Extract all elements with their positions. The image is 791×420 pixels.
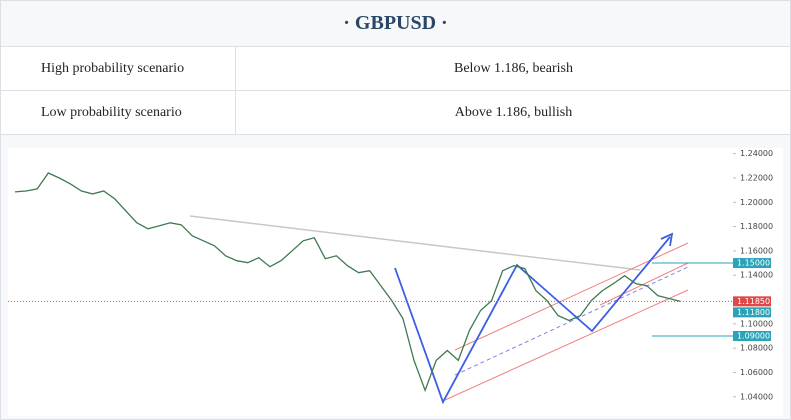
y-tick-label: 1.10000: [740, 319, 773, 328]
drawings: [189, 215, 689, 405]
table-cell: Low probability scenario: [1, 91, 236, 134]
y-tick-label: 1.16000: [740, 246, 773, 255]
y-tick-label: 1.08000: [740, 344, 773, 353]
price-tag: [733, 307, 771, 318]
channel-line: [444, 289, 689, 401]
table-row: Low probability scenario Above 1.186, bu…: [1, 91, 790, 135]
price-line: [14, 172, 681, 393]
arrow-head: [660, 232, 674, 247]
y-tick-label: 1.24000: [740, 149, 773, 158]
trendline: [189, 215, 641, 271]
table-cell: Below 1.186, bearish: [454, 61, 573, 76]
price-tag-label: 1.15000: [737, 259, 770, 268]
price-tag-label: 1.11850: [737, 297, 770, 306]
table-cell: High probability scenario: [1, 47, 236, 90]
y-tick-label: 1.22000: [740, 173, 773, 182]
price-tag: [733, 258, 771, 269]
y-tick-label: 1.14000: [740, 271, 773, 280]
price-tag: [733, 296, 771, 307]
channel-mid: [454, 266, 689, 376]
price-tag: [733, 330, 771, 341]
channel-line: [599, 262, 689, 306]
wave-path: [394, 236, 671, 405]
y-tick-label: 1.20000: [740, 198, 773, 207]
price-tag-label: 1.09000: [737, 331, 770, 340]
chart-bg: [8, 148, 783, 416]
price-tag-label: 1.11800: [737, 308, 770, 317]
y-tick-label: 1.06000: [740, 368, 773, 377]
y-tick-label: 1.18000: [740, 222, 773, 231]
chart: 1.24000 1.22000 1.20000 1.18000 1.16000 1.140…: [8, 148, 783, 416]
y-tick-label: 1.04000: [740, 392, 773, 401]
title: · GBPUSD ·: [1, 1, 790, 47]
table-cell: Above 1.186, bullish: [454, 105, 573, 120]
table-row: High probability scenario Below 1.186, b…: [1, 47, 790, 91]
